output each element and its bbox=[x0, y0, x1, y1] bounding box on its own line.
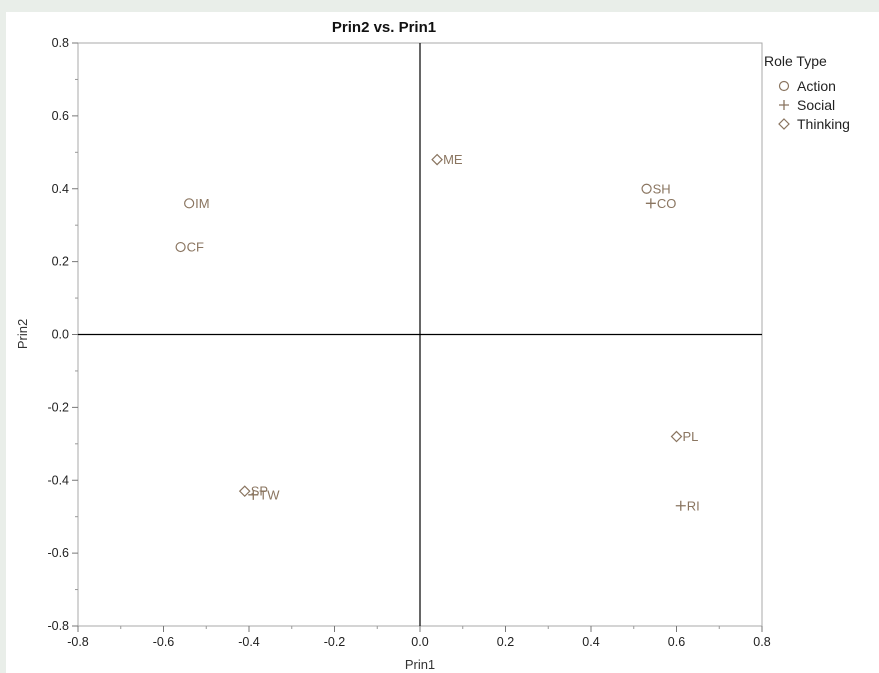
y-tick-label: 0.6 bbox=[52, 109, 69, 123]
x-tick-label: 0.4 bbox=[582, 635, 599, 649]
data-point-label: ME bbox=[443, 152, 463, 167]
x-tick-label: -0.2 bbox=[324, 635, 346, 649]
x-tick-label: 0.8 bbox=[753, 635, 770, 649]
x-tick-label: -0.6 bbox=[153, 635, 175, 649]
scatter-chart: Prin2 vs. Prin1 -0.8 -0.6 -0.4 -0.2 0.0 0.2 0.… bbox=[15, 19, 850, 672]
y-tick-label: 0.4 bbox=[52, 182, 69, 196]
data-point-circle bbox=[184, 198, 195, 209]
x-tick-label: 0.2 bbox=[497, 635, 514, 649]
data-point-label: RI bbox=[687, 498, 700, 513]
y-tick-label: 0.2 bbox=[52, 255, 69, 269]
y-tick-label: 0.0 bbox=[52, 328, 69, 342]
legend-marker-plus bbox=[779, 100, 789, 110]
legend-title: Role Type bbox=[764, 53, 827, 69]
y-axis-title: Prin2 bbox=[15, 319, 30, 349]
x-tick-label: 0.6 bbox=[668, 635, 685, 649]
chart-panel: Prin2 vs. Prin1 -0.8 -0.6 -0.4 -0.2 0.0 0.2 0.… bbox=[6, 12, 879, 673]
x-tick-label: -0.8 bbox=[67, 635, 89, 649]
y-tick-label: -0.2 bbox=[47, 400, 69, 414]
data-point-label: IM bbox=[195, 196, 209, 211]
data-point-label: CO bbox=[657, 196, 677, 211]
data-point-plus bbox=[248, 489, 259, 500]
y-tick-label: -0.6 bbox=[47, 546, 69, 560]
data-point-circle bbox=[641, 183, 652, 194]
data-point-label: CF bbox=[187, 240, 204, 255]
data-point-label: SP bbox=[251, 484, 268, 499]
legend-marker-circle bbox=[778, 80, 790, 92]
data-point-diamond bbox=[238, 485, 251, 498]
x-tick-label: -0.4 bbox=[238, 635, 260, 649]
data-point-plus bbox=[645, 198, 656, 209]
x-axis-title: Prin1 bbox=[405, 657, 435, 672]
data-point-diamond bbox=[670, 430, 683, 443]
y-tick-label: -0.8 bbox=[47, 619, 69, 633]
axis-ticks: -0.8 -0.6 -0.4 -0.2 0.0 0.2 0.4 0.6 0.8 0.8 0.6 0.4… bbox=[47, 36, 770, 649]
legend-entry: Thinking bbox=[797, 116, 850, 132]
legend: Role Type Action Social Thinking bbox=[764, 53, 850, 132]
y-tick-label: 0.8 bbox=[52, 36, 69, 50]
reference-lines bbox=[78, 43, 762, 626]
legend-marker-diamond bbox=[778, 118, 790, 130]
data-point-label: PL bbox=[683, 429, 699, 444]
data-point-circle bbox=[175, 241, 186, 253]
y-tick-label: -0.4 bbox=[47, 473, 69, 487]
data-point-label: TW bbox=[259, 487, 280, 502]
data-point-plus bbox=[675, 500, 686, 511]
x-tick-label: 0.0 bbox=[411, 635, 428, 649]
chart-title: Prin2 vs. Prin1 bbox=[332, 19, 436, 36]
legend-entry: Action bbox=[797, 78, 836, 94]
legend-entry: Social bbox=[797, 97, 835, 113]
data-point-label: SH bbox=[653, 181, 671, 196]
data-point-diamond bbox=[431, 153, 443, 166]
